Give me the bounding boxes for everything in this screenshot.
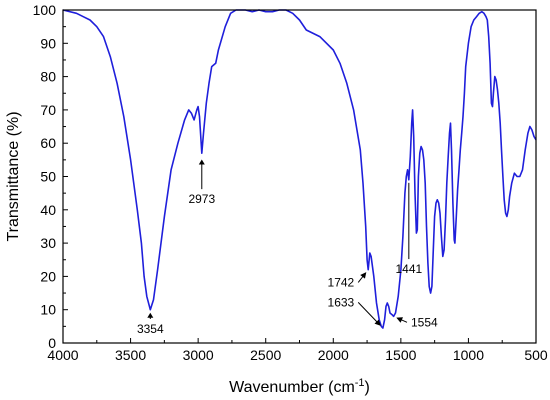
peak-annotation-1554: 1554	[396, 315, 438, 329]
y-tick-label-4: 40	[40, 202, 56, 218]
x-axis-title-close: )	[365, 379, 370, 396]
y-axis-title: Transmittance (%)	[5, 111, 22, 241]
peak-annotation-1633: 1633	[328, 295, 381, 326]
x-axis-title-sup: -1	[355, 377, 365, 389]
x-tick-label-3: 2500	[250, 347, 281, 363]
x-tick-label-0: 4000	[47, 347, 78, 363]
y-tick-label-6: 60	[40, 135, 56, 151]
annotation-arrowhead-1742	[360, 272, 367, 279]
peak-annotation-2973: 2973	[188, 159, 215, 206]
x-axis-title: Wavenumber (cm-1)	[229, 377, 370, 396]
y-tick-label-9: 90	[40, 35, 56, 51]
annotation-arrowhead-1554	[396, 317, 404, 323]
plot-frame	[62, 9, 537, 344]
spectrum-line-0	[62, 9, 537, 329]
annotation-arrow-1633	[357, 302, 379, 324]
y-tick-label-5: 50	[40, 169, 56, 185]
annotation-label-1441: 1441	[395, 262, 422, 276]
series-layer	[62, 9, 537, 329]
annotation-label-1742: 1742	[328, 275, 355, 289]
x-tick-label-7: 500	[524, 347, 548, 363]
peak-annotation-1441: 1441	[395, 182, 423, 276]
peak-annotation-1742: 1742	[328, 272, 367, 289]
annotation-arrowhead-1633	[374, 319, 381, 326]
annotation-arrowhead-2973	[198, 159, 205, 165]
x-tick-label-2: 3000	[183, 347, 214, 363]
y-tick-label-7: 70	[40, 102, 56, 118]
y-tick-label-1: 10	[40, 302, 56, 318]
x-axis-title-main: Wavenumber (cm	[229, 379, 355, 396]
annotation-label-2973: 2973	[188, 192, 215, 206]
y-tick-label-10: 100	[33, 2, 57, 18]
annotation-arrowhead-3354	[147, 312, 154, 318]
x-tick-label-6: 1000	[453, 347, 484, 363]
y-tick-label-0: 0	[48, 335, 56, 351]
x-tick-label-5: 1500	[385, 347, 416, 363]
y-tick-label-3: 30	[40, 235, 56, 251]
x-tick-label-4: 2000	[318, 347, 349, 363]
annotation-layer: 3354 2973 1742 1633 1554 1441	[137, 159, 438, 336]
annotation-label-1633: 1633	[328, 295, 355, 309]
x-tick-label-1: 3500	[115, 347, 146, 363]
annotation-label-1554: 1554	[411, 315, 438, 329]
y-tick-label-8: 80	[40, 69, 56, 85]
y-tick-label-2: 20	[40, 268, 56, 284]
annotation-label-3354: 3354	[137, 322, 164, 336]
tick-layer: 4000 3500 3000 2500 2000 1500 1000 500 0 10 20 30 40…	[33, 2, 548, 363]
peak-annotation-3354: 3354	[137, 312, 164, 336]
